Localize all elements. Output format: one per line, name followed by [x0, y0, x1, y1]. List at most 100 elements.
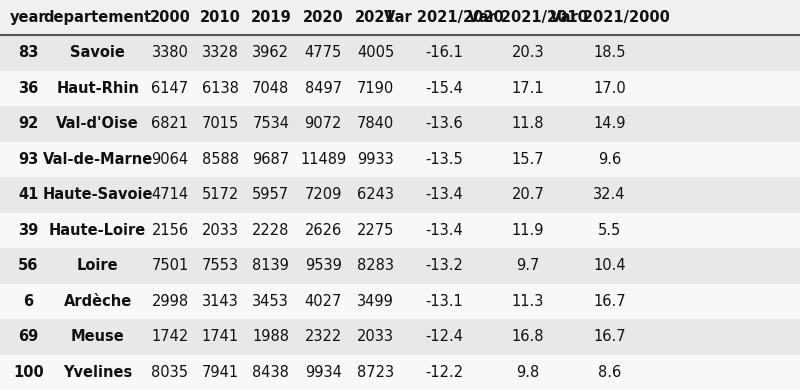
- Text: 9687: 9687: [252, 152, 290, 167]
- Text: 9.6: 9.6: [598, 152, 622, 167]
- Text: Val-d'Oise: Val-d'Oise: [56, 116, 139, 131]
- Text: 3453: 3453: [253, 294, 289, 309]
- Text: -13.4: -13.4: [425, 223, 463, 238]
- Text: 4005: 4005: [357, 45, 394, 60]
- Text: 7015: 7015: [202, 116, 239, 131]
- Bar: [0, 177, 800, 213]
- Text: 7553: 7553: [202, 258, 239, 273]
- Text: 9933: 9933: [358, 152, 394, 167]
- Bar: [0, 106, 800, 142]
- Text: 8035: 8035: [151, 365, 189, 380]
- Bar: [0, 142, 800, 177]
- Text: 7048: 7048: [252, 81, 290, 96]
- Bar: [0, 284, 800, 319]
- Text: 10.4: 10.4: [594, 258, 626, 273]
- Text: 92: 92: [18, 116, 38, 131]
- Text: 1741: 1741: [202, 329, 239, 344]
- Text: departement: departement: [43, 10, 152, 25]
- Text: -16.1: -16.1: [425, 45, 463, 60]
- Text: Ardèche: Ardèche: [63, 294, 132, 309]
- Text: 2010: 2010: [200, 10, 241, 25]
- Text: 2626: 2626: [305, 223, 342, 238]
- Text: 2019: 2019: [250, 10, 291, 25]
- Text: 20.3: 20.3: [512, 45, 544, 60]
- Text: 5.5: 5.5: [598, 223, 622, 238]
- Text: 9.7: 9.7: [516, 258, 540, 273]
- Text: 6821: 6821: [151, 116, 189, 131]
- Text: 9064: 9064: [151, 152, 189, 167]
- Text: 69: 69: [18, 329, 38, 344]
- Text: Haut-Rhin: Haut-Rhin: [56, 81, 139, 96]
- Text: Haute-Loire: Haute-Loire: [49, 223, 146, 238]
- Text: -13.1: -13.1: [425, 294, 463, 309]
- Text: 2000: 2000: [150, 10, 190, 25]
- Text: Loire: Loire: [77, 258, 118, 273]
- Text: 36: 36: [18, 81, 38, 96]
- Text: 3499: 3499: [357, 294, 394, 309]
- Text: 7190: 7190: [357, 81, 394, 96]
- Text: 8588: 8588: [202, 152, 239, 167]
- Text: 7941: 7941: [202, 365, 239, 380]
- Text: 18.5: 18.5: [594, 45, 626, 60]
- Bar: [0, 0, 800, 35]
- Text: 4775: 4775: [305, 45, 342, 60]
- Text: 83: 83: [18, 45, 38, 60]
- Text: 8.6: 8.6: [598, 365, 622, 380]
- Bar: [0, 35, 800, 71]
- Text: 6: 6: [23, 294, 34, 309]
- Text: Yvelines: Yvelines: [63, 365, 132, 380]
- Text: -13.4: -13.4: [425, 187, 463, 202]
- Text: Meuse: Meuse: [70, 329, 125, 344]
- Text: Var 2021/2000: Var 2021/2000: [550, 10, 670, 25]
- Text: 1988: 1988: [252, 329, 290, 344]
- Text: 5957: 5957: [252, 187, 290, 202]
- Bar: [0, 355, 800, 390]
- Text: 4027: 4027: [305, 294, 342, 309]
- Text: 4714: 4714: [151, 187, 189, 202]
- Text: 8497: 8497: [305, 81, 342, 96]
- Text: 2275: 2275: [357, 223, 394, 238]
- Text: 93: 93: [18, 152, 38, 167]
- Text: 9072: 9072: [305, 116, 342, 131]
- Text: 100: 100: [13, 365, 44, 380]
- Text: 8139: 8139: [252, 258, 290, 273]
- Text: 3143: 3143: [202, 294, 238, 309]
- Text: Haute-Savoie: Haute-Savoie: [42, 187, 153, 202]
- Text: 6243: 6243: [357, 187, 394, 202]
- Text: 17.1: 17.1: [512, 81, 544, 96]
- Text: 16.7: 16.7: [594, 294, 626, 309]
- Text: Var 2021/2010: Var 2021/2010: [468, 10, 588, 25]
- Bar: [0, 213, 800, 248]
- Bar: [0, 248, 800, 284]
- Text: 2033: 2033: [357, 329, 394, 344]
- Text: Var 2021/2020: Var 2021/2020: [384, 10, 504, 25]
- Bar: [0, 71, 800, 106]
- Text: 7501: 7501: [151, 258, 189, 273]
- Text: 16.8: 16.8: [512, 329, 544, 344]
- Text: 11489: 11489: [300, 152, 346, 167]
- Text: Val-de-Marne: Val-de-Marne: [42, 152, 153, 167]
- Text: 11.9: 11.9: [512, 223, 544, 238]
- Text: 6147: 6147: [151, 81, 189, 96]
- Text: 9.8: 9.8: [516, 365, 540, 380]
- Text: 8438: 8438: [252, 365, 290, 380]
- Text: 39: 39: [18, 223, 38, 238]
- Text: year: year: [10, 10, 46, 25]
- Text: Savoie: Savoie: [70, 45, 125, 60]
- Text: 11.8: 11.8: [512, 116, 544, 131]
- Text: 16.7: 16.7: [594, 329, 626, 344]
- Text: 8723: 8723: [357, 365, 394, 380]
- Text: 9934: 9934: [305, 365, 342, 380]
- Text: 56: 56: [18, 258, 38, 273]
- Text: -13.6: -13.6: [425, 116, 463, 131]
- Text: 3328: 3328: [202, 45, 239, 60]
- Text: 3962: 3962: [252, 45, 290, 60]
- Text: 2322: 2322: [305, 329, 342, 344]
- Text: 15.7: 15.7: [512, 152, 544, 167]
- Text: 6138: 6138: [202, 81, 239, 96]
- Text: 7209: 7209: [305, 187, 342, 202]
- Text: 2020: 2020: [303, 10, 343, 25]
- Text: 41: 41: [18, 187, 38, 202]
- Text: -12.2: -12.2: [425, 365, 463, 380]
- Bar: [0, 319, 800, 355]
